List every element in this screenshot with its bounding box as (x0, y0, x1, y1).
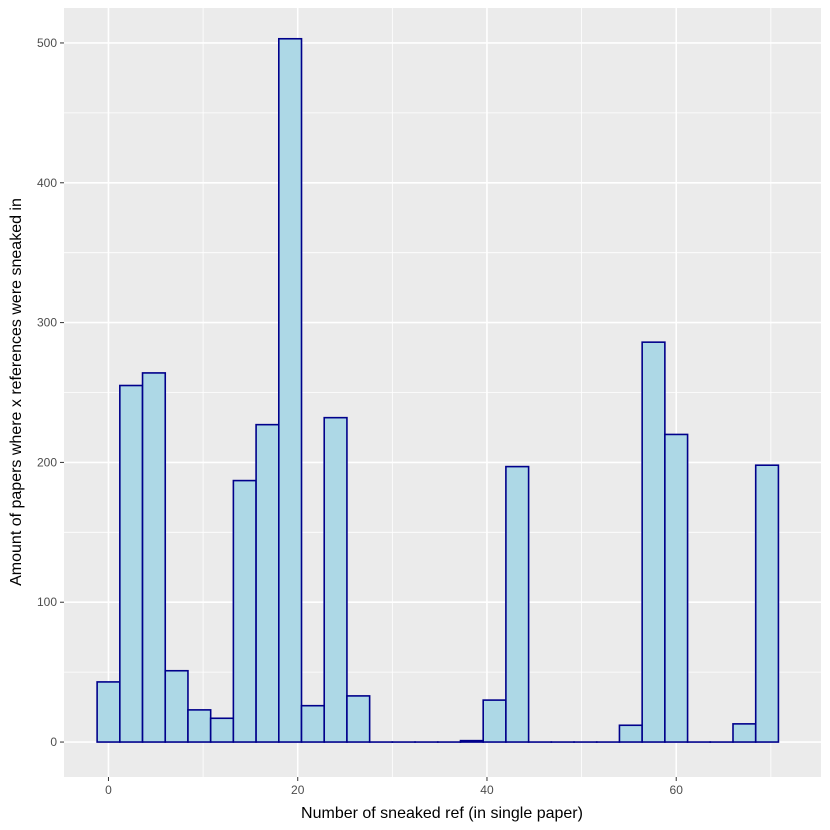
bars (96, 37, 780, 743)
histogram-bar (141, 372, 167, 743)
histogram-bar (732, 723, 757, 743)
x-tick-label: 0 (105, 783, 112, 797)
grid-minor (64, 8, 821, 777)
y-tick-label: 400 (37, 176, 57, 190)
histogram-bar (459, 739, 484, 743)
histogram-bar (209, 717, 235, 743)
histogram-bar (664, 433, 689, 743)
x-axis-title: Number of sneaked ref (in single paper) (301, 805, 583, 822)
x-tick-label: 40 (480, 783, 494, 797)
y-axis-title: Amount of papers where x references were… (8, 198, 25, 586)
histogram-bar (119, 384, 144, 743)
histogram-bar (754, 464, 780, 743)
y-tick-label: 0 (50, 735, 57, 749)
histogram-bar (232, 479, 257, 743)
histogram-bar (187, 709, 212, 743)
histogram-bar (255, 423, 280, 743)
y-axis-ticks: 0 100 200 300 400 500 (37, 36, 64, 749)
histogram-bar (346, 695, 371, 743)
histogram-bar (277, 37, 303, 743)
histogram-bar (482, 699, 507, 743)
histogram-bar (505, 465, 530, 743)
histogram-bar (96, 681, 121, 743)
x-tick-label: 20 (291, 783, 305, 797)
histogram-bar (300, 704, 326, 743)
y-tick-label: 200 (37, 455, 57, 469)
histogram-bar (618, 724, 643, 743)
x-tick-label: 60 (670, 783, 684, 797)
histogram-bar (164, 669, 189, 743)
histogram-bar (641, 341, 666, 743)
histogram-bar (323, 416, 348, 743)
x-axis-ticks: 0 20 40 60 (105, 777, 683, 797)
y-tick-label: 300 (37, 316, 57, 330)
y-tick-label: 500 (37, 36, 57, 50)
y-tick-label: 100 (37, 595, 57, 609)
